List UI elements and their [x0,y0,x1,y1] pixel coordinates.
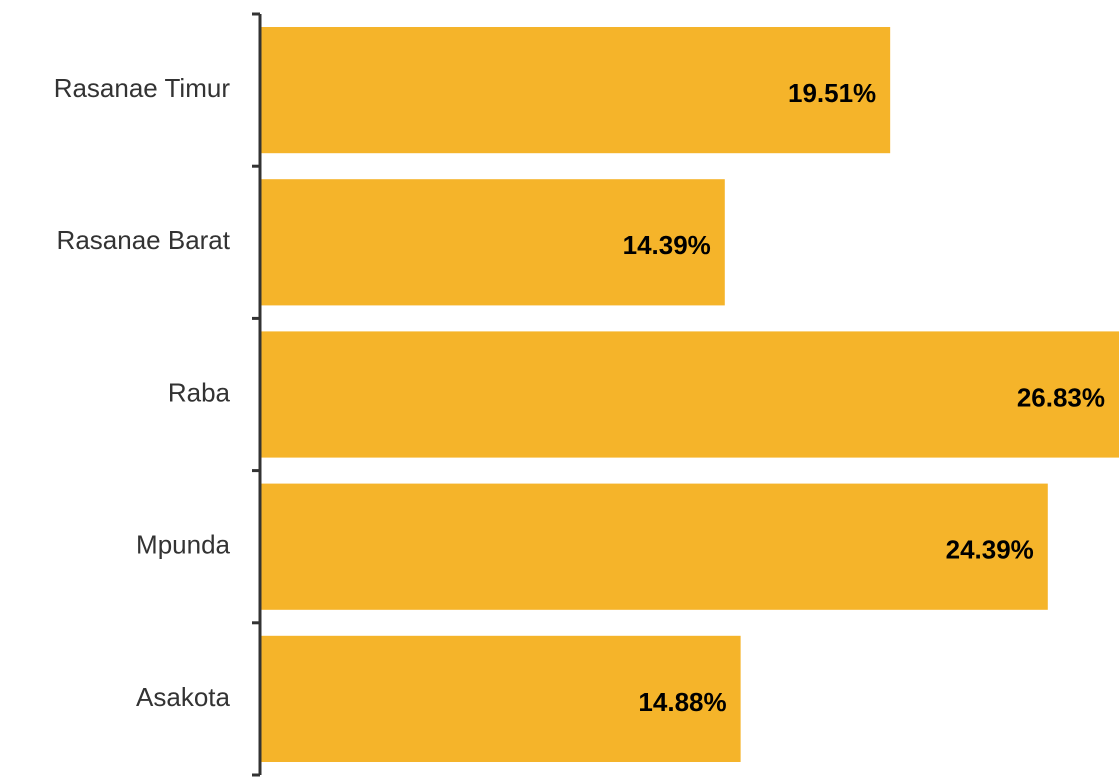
bar [260,483,1048,610]
y-tick-label: Asakota [136,682,230,712]
y-tick-label: Rasanae Timur [54,73,231,103]
value-label: 19.51% [788,78,876,108]
value-label: 14.88% [638,687,726,717]
value-label: 14.39% [623,230,711,260]
bar [260,331,1119,458]
value-label: 26.83% [1017,382,1105,412]
bar [260,179,725,306]
value-label: 24.39% [946,535,1034,565]
y-tick-label: Raba [168,377,231,407]
y-tick-label: Rasanae Barat [57,225,231,255]
y-tick-label: Mpunda [136,530,230,560]
bar [260,635,741,762]
bar [260,27,891,154]
